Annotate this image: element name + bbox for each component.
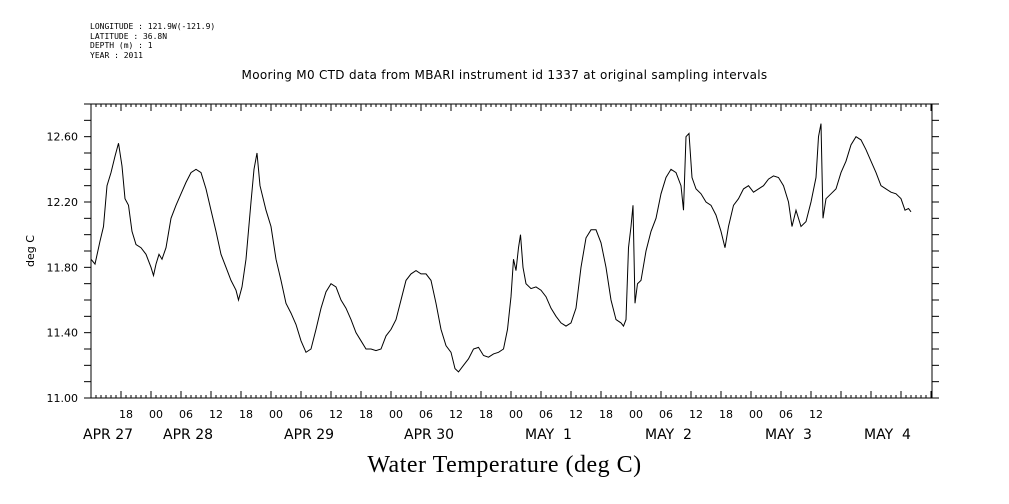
y-tick-label: 12.20 (47, 196, 79, 209)
y-tick-label: 11.80 (47, 261, 79, 274)
x-hour-label: 06 (419, 408, 433, 421)
x-date-label: MAY 2 (645, 427, 692, 443)
x-hour-label: 06 (659, 408, 673, 421)
plot-frame (90, 103, 933, 399)
x-hour-label: 18 (119, 408, 133, 421)
x-date-label: APR 27 (83, 427, 133, 443)
x-hour-label: 00 (749, 408, 763, 421)
x-hour-label: 06 (539, 408, 553, 421)
x-hour-label: 00 (509, 408, 523, 421)
x-hour-label: 00 (629, 408, 643, 421)
x-hour-label: 12 (329, 408, 343, 421)
x-date-label: MAY 3 (765, 427, 812, 443)
x-date-label: MAY 4 (864, 427, 911, 443)
year-label: YEAR : 2011 (90, 50, 143, 60)
x-hour-label: 00 (389, 408, 403, 421)
y-tick-label: 11.00 (47, 392, 79, 405)
x-hour-label: 18 (719, 408, 733, 421)
x-hour-label: 06 (179, 408, 193, 421)
depth-label: DEPTH (m) : 1 (90, 41, 153, 50)
x-hour-label: 06 (299, 408, 313, 421)
metadata-block: LONGITUDE : 121.9W(-121.9) LATITUDE : 36… (90, 22, 215, 60)
x-hour-label: 12 (689, 408, 703, 421)
chart-title: Mooring M0 CTD data from MBARI instrumen… (241, 68, 768, 82)
y-axis-title: deg C (24, 235, 37, 267)
x-axis-title: Water Temperature (deg C) (367, 452, 642, 478)
x-date-label: APR 29 (284, 427, 334, 443)
x-hour-label: 00 (149, 408, 163, 421)
x-hour-label: 18 (359, 408, 373, 421)
x-hour-label: 12 (569, 408, 583, 421)
x-date-label: APR 30 (404, 427, 454, 443)
x-hour-label: 12 (809, 408, 823, 421)
x-hour-label: 06 (779, 408, 793, 421)
y-tick-label: 12.60 (47, 131, 79, 144)
series-line-water-temperature (90, 123, 912, 373)
y-tick-label: 11.40 (47, 327, 79, 340)
x-date-label: APR 28 (163, 427, 213, 443)
latitude-label: LATITUDE : 36.8N (90, 31, 168, 41)
x-hour-label: 12 (209, 408, 223, 421)
x-hour-label: 00 (269, 408, 283, 421)
x-hour-label: 12 (449, 408, 463, 421)
longitude-label: LONGITUDE : 121.9W(-121.9) (90, 22, 216, 31)
x-date-label: MAY 1 (525, 427, 572, 443)
x-hour-label: 18 (479, 408, 493, 421)
x-hour-label: 18 (599, 408, 613, 421)
x-hour-label: 18 (239, 408, 253, 421)
